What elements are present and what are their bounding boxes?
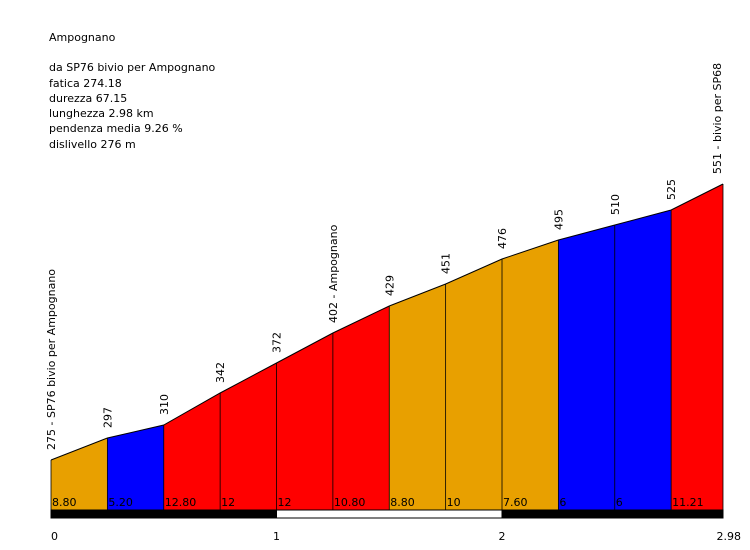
elevation-label: 476 (496, 228, 509, 249)
elevation-label: 451 (440, 253, 453, 274)
profile-segment (220, 363, 277, 510)
route-info: Ampognano da SP76 bivio per Ampognano fa… (49, 30, 215, 152)
elevation-label: 372 (271, 332, 284, 353)
elevation-label: 551 - bivio per SP68 (711, 63, 724, 174)
gradient-label: 8.80 (390, 496, 415, 509)
profile-segment (51, 438, 108, 510)
gradient-label: 6 (616, 496, 623, 509)
gradient-label: 10.80 (334, 496, 366, 509)
gradient-label: 11.21 (672, 496, 704, 509)
km-scale-block (501, 509, 724, 519)
elevation-label: 310 (158, 394, 171, 415)
profile-segment (502, 240, 559, 510)
gradient-label: 10 (447, 496, 461, 509)
profile-segment (107, 425, 164, 510)
elevation-label: 525 (665, 179, 678, 200)
elevation-label: 297 (101, 407, 114, 428)
gradient-label: 12.80 (165, 496, 197, 509)
dislivello-stat: dislivello 276 m (49, 137, 136, 151)
x-tick-label: 1 (273, 530, 280, 543)
gradient-label: 5.20 (108, 496, 133, 509)
x-tick-label: 2 (499, 530, 506, 543)
gradient-label: 8.80 (52, 496, 77, 509)
gradient-label: 7.60 (503, 496, 528, 509)
pendenza-stat: pendenza media 9.26 % (49, 122, 183, 136)
elevation-label: 402 - Ampognano (327, 224, 340, 323)
elevation-label: 275 - SP76 bivio per Ampognano (45, 269, 58, 450)
lunghezza-stat: lunghezza 2.98 km (49, 107, 154, 121)
km-scale-block (276, 509, 503, 519)
elevation-label: 342 (214, 362, 227, 383)
x-tick-label: 2.98 (717, 530, 742, 543)
route-start: da SP76 bivio per Ampognano (49, 61, 216, 75)
km-scale-block (50, 509, 278, 519)
profile-segment (163, 393, 221, 510)
profile-segment (276, 333, 333, 510)
gradient-label: 12 (221, 496, 235, 509)
elevation-label: 429 (383, 275, 396, 296)
profile-segment (558, 225, 615, 510)
profile-outline (50, 183, 724, 461)
profile-segment (389, 284, 446, 510)
profile-segment (332, 306, 390, 510)
x-tick-label: 0 (51, 530, 58, 543)
climb-title: Ampognano (49, 31, 116, 44)
elevation-label: 495 (552, 209, 565, 230)
durezza-stat: durezza 67.15 (49, 91, 128, 105)
profile-segment (445, 259, 503, 510)
gradient-label: 6 (559, 496, 566, 509)
profile-segment (671, 184, 723, 510)
elevation-label: 510 (609, 194, 622, 215)
gradient-label: 12 (278, 496, 292, 509)
fatica-stat: fatica 274.18 (49, 76, 122, 90)
profile-segment (614, 210, 672, 510)
